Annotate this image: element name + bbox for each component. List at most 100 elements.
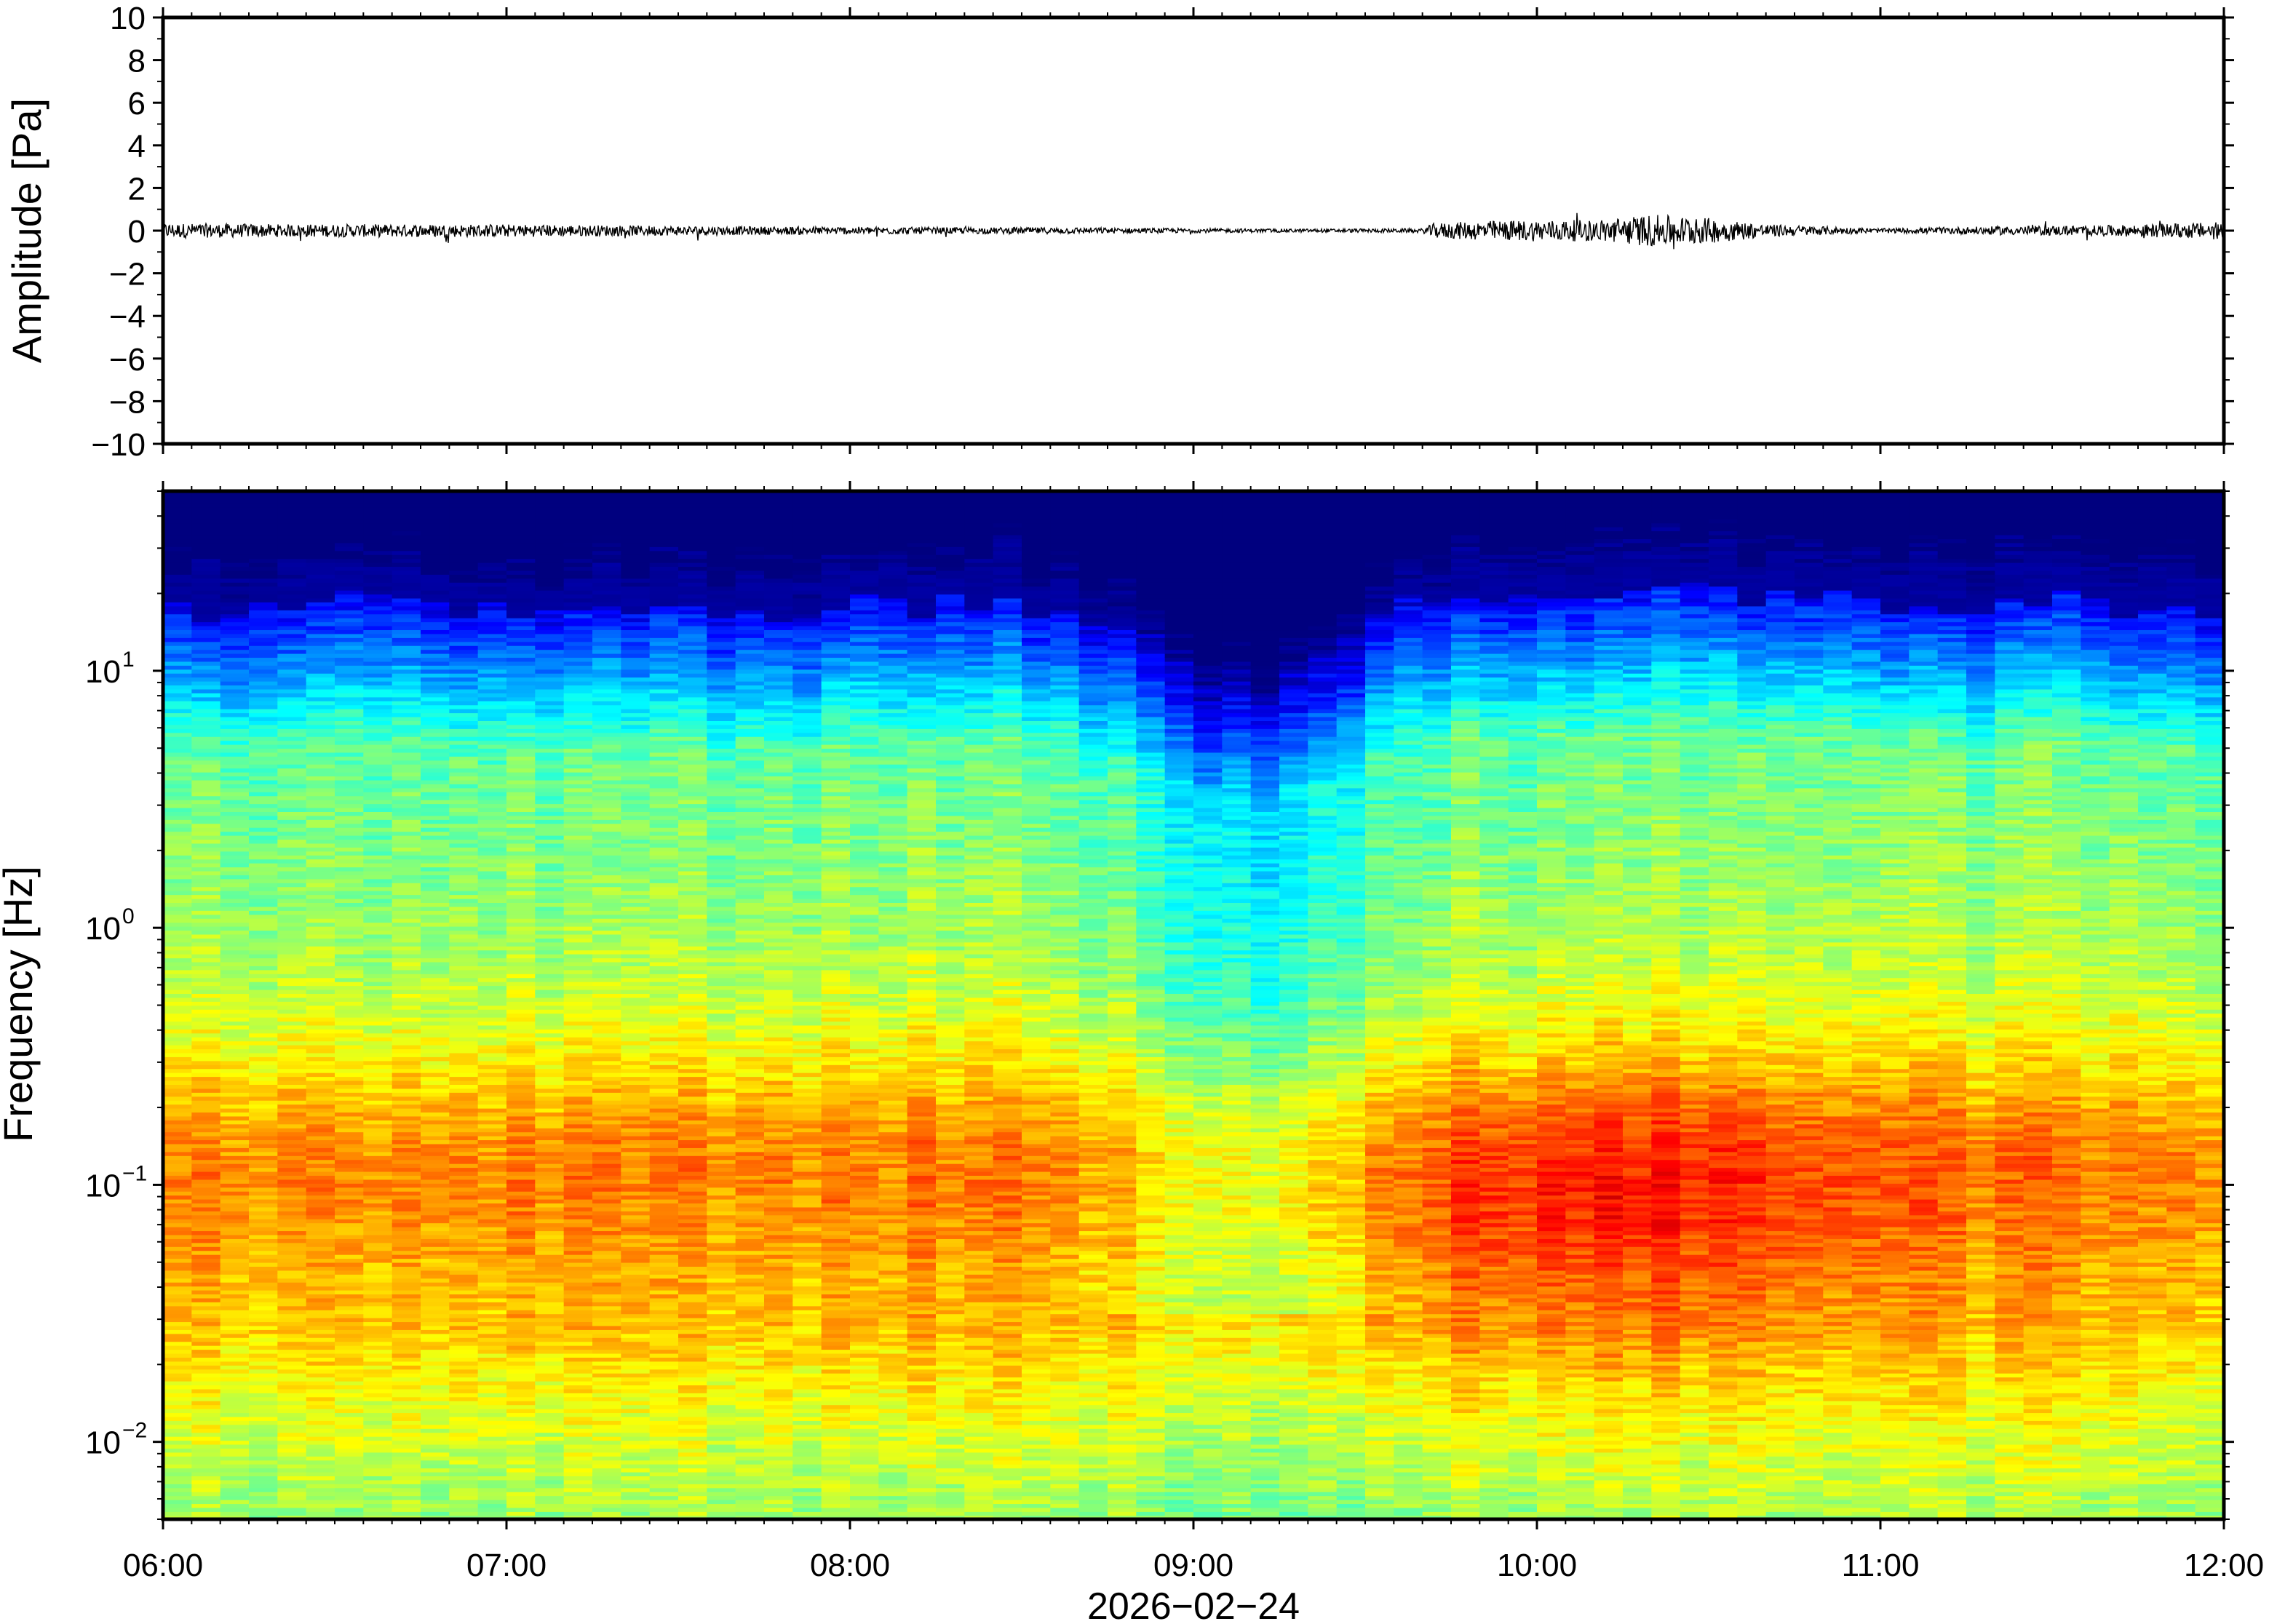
spectrogram-cell [449,1290,478,1294]
spectrogram-cell [191,922,220,926]
spectrogram-cell [335,558,364,562]
spectrogram-cell [249,495,278,499]
spectrogram-cell [535,934,564,939]
spectrogram-cell [220,1175,250,1179]
spectrogram-cell [564,974,593,978]
spectrogram-cell [191,819,220,824]
spectrogram-cell [277,851,306,856]
spectrogram-cell [564,562,593,567]
spectrogram-cell [191,1112,220,1116]
spectrogram-cell [220,1159,250,1163]
spectrogram-cell [650,1061,679,1065]
spectrogram-cell [478,776,507,780]
spectrogram-cell [478,764,507,768]
spectrogram-cell [564,819,593,824]
spectrogram-cell [478,871,507,875]
spectrogram-cell [363,515,392,520]
spectrogram-cell [650,843,679,848]
spectrogram-cell [621,1025,650,1030]
spectrogram-cell [592,736,621,741]
spectrogram-cell [506,966,536,970]
spectrogram-cell [650,982,679,986]
spectrogram-cell [678,1306,707,1310]
spectrogram-cell [621,535,650,539]
spectrogram-cell [678,1444,707,1449]
spectrogram-cell [220,697,250,701]
spectrogram-cell [392,681,421,685]
spectrogram-cell [535,1310,564,1314]
spectrogram-cell [564,922,593,926]
spectrogram-cell [220,499,250,503]
spectrogram-cell [564,1365,593,1369]
spectrogram-cell [535,1080,564,1085]
spectrogram-cell [506,566,536,570]
spectrogram-cell [191,530,220,535]
spectrogram-cell [363,1503,392,1508]
spectrogram-cell [506,744,536,749]
spectrogram-cell [335,1048,364,1053]
spectrogram-cell [163,1420,192,1425]
spectrogram-cell [564,1508,593,1512]
spectrogram-cell [478,847,507,851]
spectrogram-cell [363,1029,392,1033]
spectrogram-cell [363,954,392,958]
spectrogram-cell [621,843,650,848]
spectrogram-cell [535,1045,564,1049]
spectrogram-cell [335,1389,364,1393]
spectrogram-cell [449,677,478,681]
spectrogram-cell [191,728,220,733]
spectrogram-cell [363,1302,392,1306]
spectrogram-cell [449,1460,478,1464]
spectrogram-cell [421,1495,450,1500]
spectrogram-cell [363,1258,392,1262]
spectrogram-cell [564,982,593,986]
spectrogram-cell [277,1207,306,1211]
spectrogram-cell [335,1282,364,1286]
spectrogram-cell [535,681,564,685]
spectrogram-cell [449,1401,478,1405]
spectrogram-cell [564,1381,593,1385]
spectrogram-cell [535,578,564,583]
y-tick-label: 0 [128,214,146,250]
spectrogram-cell [449,1417,478,1421]
spectrogram-cell [535,1349,564,1353]
spectrogram-cell [478,1425,507,1429]
spectrogram-cell [392,780,421,784]
spectrogram-cell [163,1048,192,1053]
spectrogram-cell [535,740,564,744]
spectrogram-cell [392,1484,421,1488]
spectrogram-cell [421,1037,450,1041]
spectrogram-cell [449,740,478,744]
spectrogram-cell [220,1503,250,1508]
spectrogram-cell [335,689,364,693]
spectrogram-cell [564,1321,593,1326]
spectrogram-cell [335,669,364,674]
spectrogram-cell [163,926,192,931]
spectrogram-cell [363,511,392,515]
spectrogram-cell [249,974,278,978]
spectrogram-cell [249,859,278,863]
spectrogram-cell [163,1131,192,1136]
spectrogram-cell [220,720,250,725]
spectrogram-cell [277,543,306,547]
spectrogram-cell [650,867,679,871]
spectrogram-cell [363,958,392,962]
spectrogram-cell [392,1258,421,1262]
spectrogram-cell [621,954,650,958]
spectrogram-cell [363,768,392,772]
spectrogram-cell [621,1488,650,1492]
spectrogram-cell [363,538,392,543]
spectrogram-cell [506,1428,536,1433]
spectrogram-cell [163,1464,192,1468]
spectrogram-cell [220,1500,250,1504]
spectrogram-cell [220,1001,250,1006]
spectrogram-cell [592,1175,621,1179]
spectrogram-cell [421,1444,450,1449]
spectrogram-cell [191,792,220,796]
spectrogram-cell [220,1179,250,1184]
spectrogram-cell [249,863,278,867]
spectrogram-cell [249,962,278,966]
spectrogram-cell [306,803,335,808]
spectrogram-cell [421,977,450,982]
spectrogram-cell [163,1147,192,1152]
